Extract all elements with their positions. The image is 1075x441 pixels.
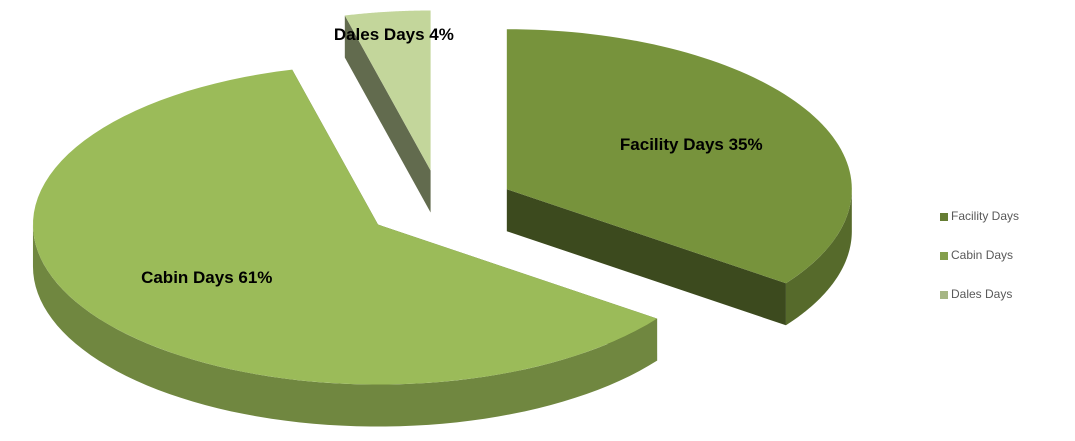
pie-slice — [344, 10, 431, 171]
slice-side — [506, 189, 786, 326]
data-label: Cabin Days 61% — [141, 268, 272, 287]
slice-wall — [785, 189, 852, 326]
legend-swatch — [940, 213, 948, 221]
legend-label: Cabin Days — [951, 248, 1013, 262]
slice-wall — [32, 224, 658, 427]
legend-label: Facility Days — [951, 209, 1019, 223]
pie-slice — [506, 29, 852, 284]
legend-swatch — [940, 252, 948, 260]
legend-swatch — [940, 291, 948, 299]
slice-side — [344, 15, 431, 213]
data-label: Dales Days 4% — [334, 25, 454, 44]
pie-slice — [33, 69, 658, 385]
data-label: Facility Days 35% — [620, 135, 763, 154]
legend-label: Dales Days — [951, 287, 1012, 301]
